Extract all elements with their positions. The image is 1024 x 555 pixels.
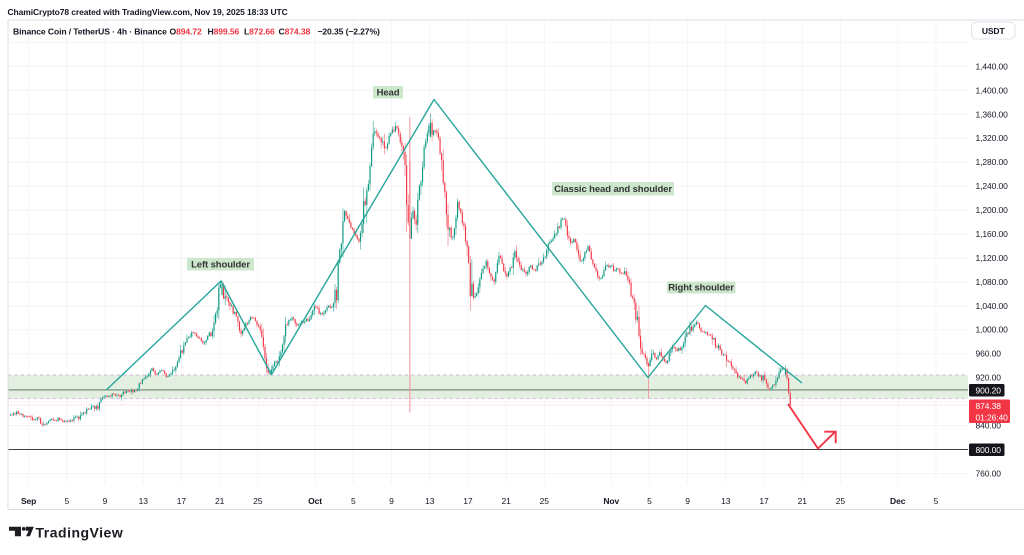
svg-text:C874.38: C874.38 — [279, 27, 311, 37]
svg-text:1,400.00: 1,400.00 — [976, 85, 1009, 95]
svg-text:960.00: 960.00 — [976, 349, 1002, 359]
svg-text:13: 13 — [425, 496, 435, 506]
svg-text:Right shoulder: Right shoulder — [668, 283, 734, 294]
svg-text:Classic head and shoulder: Classic head and shoulder — [554, 184, 672, 195]
svg-text:5: 5 — [64, 496, 69, 506]
svg-text:900.20: 900.20 — [976, 385, 1002, 395]
svg-text:ChamiCrypto78 created with Tra: ChamiCrypto78 created with TradingView.c… — [8, 7, 288, 17]
svg-text:1,320.00: 1,320.00 — [976, 133, 1009, 143]
svg-text:Head: Head — [377, 87, 400, 98]
svg-text:840.00: 840.00 — [976, 421, 1002, 431]
svg-text:25: 25 — [253, 496, 263, 506]
svg-text:O894.72: O894.72 — [170, 27, 202, 37]
svg-text:874.38: 874.38 — [976, 401, 1002, 411]
svg-text:5: 5 — [934, 496, 939, 506]
svg-text:17: 17 — [463, 496, 473, 506]
svg-text:9: 9 — [685, 496, 690, 506]
svg-text:760.00: 760.00 — [976, 468, 1002, 478]
svg-text:L872.66: L872.66 — [244, 27, 275, 37]
svg-text:21: 21 — [215, 496, 225, 506]
svg-text:1,200.00: 1,200.00 — [976, 205, 1009, 215]
svg-text:1,360.00: 1,360.00 — [976, 109, 1009, 119]
svg-text:H899.56: H899.56 — [208, 27, 240, 37]
svg-text:9: 9 — [103, 496, 108, 506]
svg-text:Left shoulder: Left shoulder — [191, 259, 250, 270]
svg-text:13: 13 — [139, 496, 149, 506]
svg-text:Binance Coin / TetherUS · 4h ·: Binance Coin / TetherUS · 4h · Binance — [13, 27, 167, 37]
svg-text:01:26:40: 01:26:40 — [976, 412, 1009, 422]
svg-text:17: 17 — [759, 496, 769, 506]
svg-text:1,000.00: 1,000.00 — [976, 325, 1009, 335]
svg-text:1,280.00: 1,280.00 — [976, 157, 1009, 167]
svg-text:9: 9 — [389, 496, 394, 506]
svg-text:1,080.00: 1,080.00 — [976, 277, 1009, 287]
svg-text:1,160.00: 1,160.00 — [976, 229, 1009, 239]
svg-text:1,240.00: 1,240.00 — [976, 181, 1009, 191]
svg-text:13: 13 — [721, 496, 731, 506]
svg-text:25: 25 — [836, 496, 846, 506]
svg-text:21: 21 — [798, 496, 808, 506]
svg-text:21: 21 — [501, 496, 511, 506]
svg-text:25: 25 — [540, 496, 550, 506]
svg-text:Nov: Nov — [603, 496, 619, 506]
svg-text:Oct: Oct — [308, 496, 322, 506]
svg-text:5: 5 — [647, 496, 652, 506]
svg-text:1,040.00: 1,040.00 — [976, 301, 1009, 311]
svg-text:Dec: Dec — [890, 496, 906, 506]
svg-text:1,440.00: 1,440.00 — [976, 61, 1009, 71]
svg-text:920.00: 920.00 — [976, 373, 1002, 383]
svg-text:TradingView: TradingView — [36, 524, 124, 540]
svg-text:Sep: Sep — [21, 496, 36, 506]
svg-text:−20.35 (−2.27%): −20.35 (−2.27%) — [318, 27, 380, 37]
svg-text:1,120.00: 1,120.00 — [976, 253, 1009, 263]
svg-text:17: 17 — [177, 496, 187, 506]
svg-text:USDT: USDT — [982, 26, 1006, 36]
svg-text:5: 5 — [351, 496, 356, 506]
svg-text:800.00: 800.00 — [976, 445, 1002, 455]
